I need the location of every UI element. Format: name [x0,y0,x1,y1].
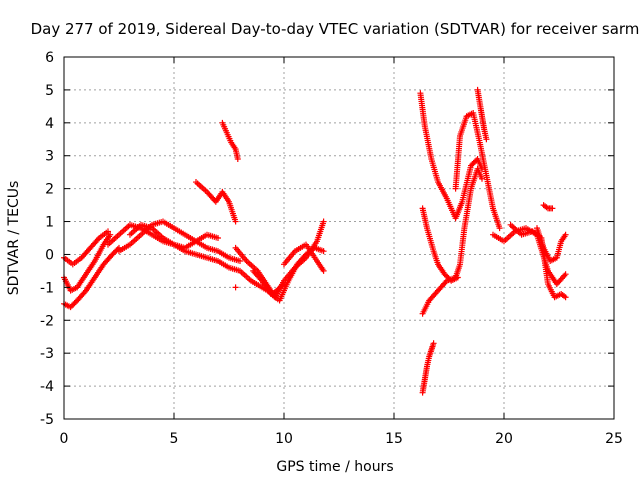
series-track-f [127,221,221,251]
x-axis-label: GPS time / hours [276,459,393,475]
y-tick-label: -1 [40,280,54,296]
data-point [320,248,327,255]
y-tick-label: 0 [45,247,54,263]
data-point [479,175,485,182]
data-point [232,218,239,225]
data-point [320,267,327,274]
plot-frame [63,56,615,420]
y-axis-label: SDTVAR / TECUs [6,181,22,296]
y-tick-label: -3 [40,346,54,362]
data-point [107,231,114,238]
grid-layer [64,57,614,419]
data-point [444,273,451,280]
series-track-d [105,221,287,297]
data-point [68,302,75,309]
data-point [562,231,569,238]
series-track-i [232,218,327,301]
data-point [549,205,556,212]
data-point [468,162,474,169]
data-point [105,228,111,235]
data-point [469,161,476,168]
data-point [441,271,448,278]
series-track-e [116,218,243,265]
marks-layer [61,86,569,396]
series-track-m [419,165,485,317]
y-tick-label: 3 [45,149,54,165]
chart-title: Day 277 of 2019, Sidereal Day-to-day VTE… [31,20,640,38]
y-tick-label: 1 [45,215,54,231]
x-tick-label: 25 [605,431,623,447]
y-tick-label: 5 [45,83,54,99]
data-point [445,275,452,282]
data-point [454,274,461,281]
series-track-t [534,225,569,265]
series-track-s [507,221,569,301]
data-point [215,235,221,241]
data-point [70,301,77,308]
y-tick-label: -4 [40,379,54,395]
data-point [232,284,239,291]
series-track-v [232,284,239,291]
data-point [442,272,449,279]
y-tick-label: -2 [40,313,54,329]
data-point [67,304,74,311]
series-track-p [452,109,503,232]
data-point [320,218,327,225]
x-tick-label: 10 [275,431,293,447]
tick-layer: 0 5 10 15 20 25 -5 -4 -3 -2 -1 0 1 2 3 4 5 6 [40,50,623,447]
y-tick-label: 4 [45,116,54,132]
series-track-n [419,205,461,284]
data-point [562,294,569,301]
x-tick-label: 15 [385,431,403,447]
series-track-q [474,86,490,143]
x-tick-label: 20 [495,431,513,447]
data-point [234,156,241,163]
data-point [112,248,119,255]
x-tick-label: 0 [60,431,69,447]
y-tick-label: 2 [45,182,54,198]
y-tick-label: -5 [40,412,54,428]
x-tick-label: 5 [170,431,179,447]
data-point [471,158,478,165]
data-point [430,340,437,347]
y-tick-label: 6 [45,50,54,66]
series-track-c [61,228,111,268]
series-track-l [419,340,437,396]
series-track-u [540,202,556,212]
series-track-h [219,119,241,163]
data-point [562,271,569,278]
data-point [496,225,503,232]
data-point [237,258,243,265]
series-track-g [193,179,239,225]
series-track-k [281,241,327,274]
data-point [483,136,490,143]
data-point [110,250,117,257]
data-point [71,300,78,307]
series-track-b [61,231,114,294]
data-point [109,251,116,258]
data-point [470,159,477,166]
series-track-o [417,90,485,222]
